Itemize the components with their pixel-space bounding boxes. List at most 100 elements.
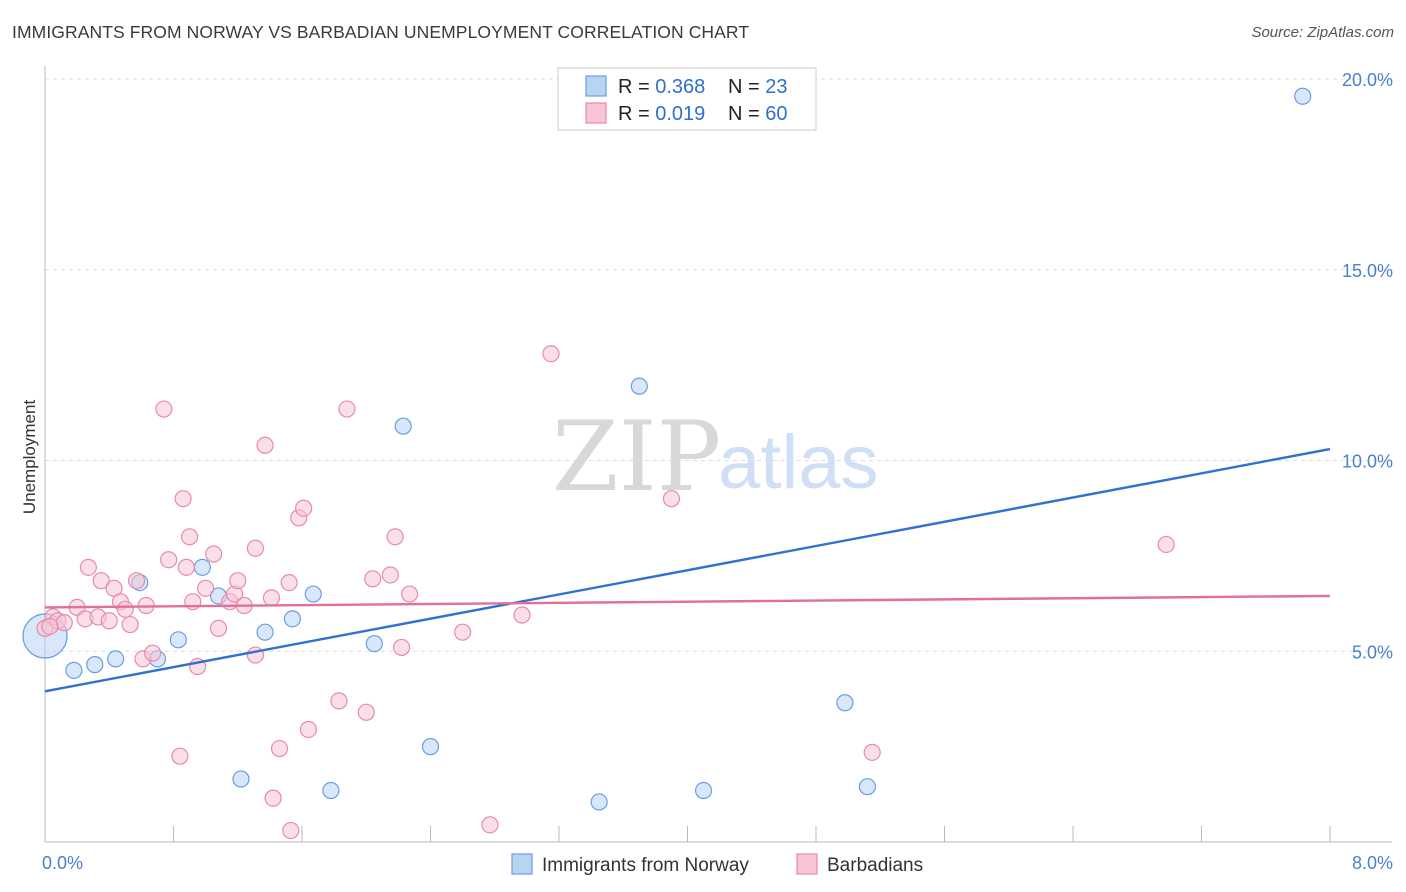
data-point-barbadian xyxy=(262,589,281,607)
data-point-norway xyxy=(694,781,713,800)
data-point-barbadian xyxy=(401,585,419,603)
data-point-barbadian xyxy=(55,614,73,632)
data-point-barbadian xyxy=(863,743,881,761)
data-point-barbadian xyxy=(174,490,192,508)
x-tick-label: 8.0% xyxy=(1352,853,1393,873)
grid xyxy=(45,78,1392,652)
legend-row-barbadian-n: N = 60 xyxy=(728,103,788,125)
data-point-norway xyxy=(169,631,187,649)
data-point-norway xyxy=(1294,87,1312,105)
x-tick-labels: 0.0% 8.0% xyxy=(42,853,1393,873)
data-point-barbadian xyxy=(41,617,59,636)
legend-swatch-norway xyxy=(511,853,533,875)
data-point-barbadian xyxy=(1157,535,1175,554)
source-label: Source: ZipAtlas.com xyxy=(1251,24,1394,41)
data-point-barbadian xyxy=(386,528,404,546)
data-point-barbadian xyxy=(171,747,189,765)
data-point-norway xyxy=(256,623,274,641)
data-point-barbadian xyxy=(160,551,178,569)
chart-title: IMMIGRANTS FROM NORWAY VS BARBADIAN UNEM… xyxy=(12,22,750,42)
data-point-barbadian xyxy=(330,692,348,710)
data-point-barbadian xyxy=(392,638,411,657)
data-point-barbadian xyxy=(127,572,146,590)
trend-line-norway xyxy=(44,447,1331,693)
data-point-barbadian xyxy=(121,615,139,634)
data-point-barbadian xyxy=(246,539,265,557)
data-point-barbadian xyxy=(155,400,173,418)
y-tick-label: 20.0% xyxy=(1342,70,1393,90)
trend-lines xyxy=(44,447,1331,693)
data-point-norway xyxy=(590,793,608,811)
data-point-norway xyxy=(193,558,212,576)
data-point-barbadian xyxy=(229,572,247,590)
legend-n-value: 23 xyxy=(765,76,787,98)
y-axis-title: Unemployment xyxy=(20,400,39,515)
data-point-norway xyxy=(365,635,383,653)
legend-row-norway: R = 0.368 xyxy=(618,76,705,98)
data-point-barbadian xyxy=(513,606,531,624)
axes xyxy=(44,66,1392,843)
legend-row-norway-n: N = 23 xyxy=(728,76,788,98)
data-point-norway xyxy=(394,417,412,435)
y-tick-labels: 5.0% 10.0% 15.0% 20.0% xyxy=(1342,70,1393,662)
data-point-norway xyxy=(65,661,83,679)
data-point-barbadian xyxy=(144,644,162,662)
data-point-norway xyxy=(86,656,104,674)
data-point-barbadian xyxy=(197,579,215,597)
data-point-barbadian xyxy=(454,623,472,641)
legend-r-value: 0.019 xyxy=(655,103,705,125)
legend-r-value: 0.368 xyxy=(655,76,705,98)
data-point-barbadian xyxy=(299,720,318,739)
legend-n-value: 60 xyxy=(765,103,787,125)
data-point-barbadian xyxy=(662,490,681,508)
data-point-norway xyxy=(283,610,301,628)
data-point-norway xyxy=(322,781,340,800)
legend-swatch-barbadian xyxy=(585,102,607,124)
data-point-barbadian xyxy=(542,345,560,363)
y-tick-label: 5.0% xyxy=(1352,642,1393,662)
data-point-barbadian xyxy=(295,499,313,517)
data-point-norway xyxy=(630,377,648,395)
data-point-norway xyxy=(421,738,440,756)
data-point-norway xyxy=(304,585,322,603)
legend-label-barbadian: Barbadians xyxy=(827,855,923,876)
trend-line-barbadian xyxy=(44,594,1331,609)
data-point-barbadian xyxy=(100,612,118,630)
data-point-barbadian xyxy=(338,400,356,418)
x-tick-label: 0.0% xyxy=(42,853,83,873)
data-point-norway xyxy=(232,770,250,788)
legend-r-label: R = xyxy=(618,103,655,125)
series-legend: Immigrants from Norway Barbadians xyxy=(511,853,923,876)
data-point-barbadian xyxy=(205,545,223,563)
data-point-barbadian xyxy=(357,703,375,721)
data-point-barbadian xyxy=(209,619,228,637)
y-tick-label: 15.0% xyxy=(1342,261,1393,281)
y-tick-label: 10.0% xyxy=(1342,452,1393,472)
data-point-norway xyxy=(858,778,877,796)
data-point-barbadian xyxy=(256,436,274,454)
data-point-barbadian xyxy=(264,789,282,807)
data-point-barbadian xyxy=(481,816,499,834)
data-point-barbadian xyxy=(282,821,300,840)
legend-n-label: N = xyxy=(728,103,765,125)
data-point-barbadian xyxy=(381,566,399,584)
watermark-zip: ZIP xyxy=(552,401,721,513)
data-point-barbadian xyxy=(270,739,289,758)
data-point-barbadian xyxy=(92,572,110,590)
data-point-barbadian xyxy=(364,570,382,588)
legend-n-label: N = xyxy=(728,76,765,98)
data-point-barbadian xyxy=(177,558,195,576)
correlation-legend: R = 0.368 N = 23 R = 0.019 N = 60 xyxy=(557,67,817,131)
legend-r-label: R = xyxy=(618,76,655,98)
data-point-barbadian xyxy=(180,528,199,546)
data-point-barbadian xyxy=(116,600,134,618)
legend-label-norway: Immigrants from Norway xyxy=(542,855,749,876)
data-point-barbadian xyxy=(280,574,298,592)
data-point-norway xyxy=(107,650,125,668)
legend-row-barbadian: R = 0.019 xyxy=(618,103,705,125)
legend-swatch-norway xyxy=(585,75,607,97)
legend-swatch-barbadian xyxy=(796,853,818,875)
data-point-barbadian xyxy=(79,558,97,576)
watermark-atlas: atlas xyxy=(718,420,879,505)
